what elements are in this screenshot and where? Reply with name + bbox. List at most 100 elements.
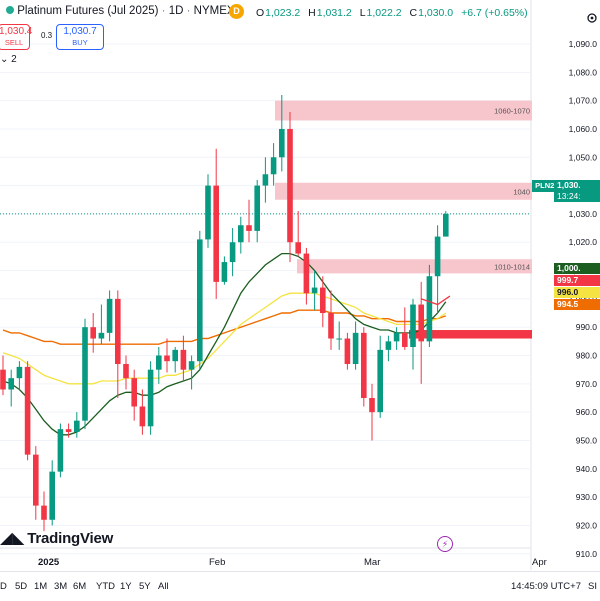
ohlc-key-close: C <box>409 7 418 19</box>
candle-body <box>434 236 441 277</box>
ohlc-change: +6.7 (+0.65%) <box>461 7 528 19</box>
tradingview-mark-icon: ◢◣ <box>0 530 25 547</box>
candle-body <box>82 327 88 421</box>
candle-body <box>418 304 424 342</box>
candle-body <box>246 225 252 231</box>
candle-body <box>147 369 154 427</box>
zone-label: 1060-1070 <box>494 107 530 116</box>
candle-body <box>402 332 408 348</box>
tradingview-logo[interactable]: ◢◣ TradingView <box>0 528 113 548</box>
timeframe-d[interactable]: D <box>0 581 7 592</box>
candle-body <box>213 185 219 282</box>
candle-body <box>328 313 334 339</box>
sell-button[interactable]: 1,030.4 SELL <box>0 24 33 50</box>
price-tick-label: 980.0 <box>576 351 598 361</box>
sell-label: SELL <box>4 38 24 47</box>
buy-price: 1,030.7 <box>63 26 97 37</box>
timeframe-1y[interactable]: 1Y <box>120 581 132 592</box>
candle-body <box>344 338 351 365</box>
candle-body <box>229 242 236 263</box>
price-tick-label: 940.0 <box>576 464 598 474</box>
timeframe-all[interactable]: All <box>158 581 169 592</box>
indicator-count[interactable]: ⌄ 2 <box>0 54 17 65</box>
candle-body <box>16 366 23 379</box>
symbol-header[interactable]: Platinum Futures (Jul 2025) · 1D · NYMEX <box>6 5 235 17</box>
ohlc-open: 1,023.2 <box>265 7 301 19</box>
interval-label[interactable]: 1D <box>168 5 184 17</box>
price-tick-label: 920.0 <box>576 520 598 530</box>
zone-box <box>275 100 532 121</box>
ohlc-values: O1,023.2 H1,031.2 L1,022.2 C1,030.0 +6.7… <box>256 7 528 19</box>
ohlc-low: 1,022.2 <box>366 7 402 19</box>
candle-body <box>139 406 146 427</box>
zone-label: 1010-1014 <box>494 262 530 271</box>
candle-body <box>205 185 211 240</box>
candle-body <box>106 298 113 333</box>
candle-body <box>131 378 137 407</box>
price-tick-label: 1,070.0 <box>569 96 598 106</box>
time-label-feb: Feb <box>209 557 226 568</box>
candle-body <box>262 174 269 186</box>
candle-body <box>115 298 121 365</box>
zone-box <box>275 182 532 200</box>
price-tick-label: 1,020.0 <box>569 237 598 247</box>
timeframe-6m[interactable]: 6M <box>73 581 87 592</box>
candle-body <box>279 128 285 158</box>
candle-body <box>287 128 293 243</box>
candle-body <box>320 287 326 314</box>
symbol-title[interactable]: Platinum Futures (Jul 2025) <box>17 5 159 17</box>
flash-icon[interactable]: ⚡ <box>437 536 453 552</box>
ma-orange-tag: 994.5 <box>554 299 600 310</box>
price-tick-label: 1,090.0 <box>569 39 598 49</box>
candle-body <box>377 349 383 413</box>
candle-body <box>180 349 187 370</box>
price-tick-label: 1,060.0 <box>569 124 598 134</box>
candle-body <box>164 355 170 362</box>
candle-body <box>385 341 392 350</box>
candle-body <box>172 349 178 362</box>
sell-price: 1,030.4 <box>0 26 33 37</box>
ma-green-tag: 1,000. <box>554 263 600 274</box>
candle-body <box>311 287 318 294</box>
candle-body <box>238 225 244 243</box>
candle-body <box>41 505 47 520</box>
candle-body <box>443 213 449 237</box>
timeframe-ytd[interactable]: YTD <box>96 581 115 592</box>
price-tick-label: 1,050.0 <box>569 152 598 162</box>
candle-body <box>369 398 375 413</box>
candle-body <box>123 364 129 379</box>
timeframe-5y[interactable]: 5Y <box>139 581 151 592</box>
candle-body <box>74 420 80 432</box>
timeframe-1m[interactable]: 1M <box>34 581 48 592</box>
settings-icon[interactable] <box>586 12 598 24</box>
ohlc-key-open: O <box>256 7 265 19</box>
candle-body <box>270 157 277 175</box>
zone-box <box>409 330 532 339</box>
candle-body <box>0 369 6 390</box>
candle-body <box>156 355 162 370</box>
price-tick-label: 950.0 <box>576 435 598 445</box>
zone-box <box>297 259 532 274</box>
utc-clock[interactable]: 14:45:09 UTC+7 <box>511 581 581 592</box>
candle-body <box>303 253 310 294</box>
buy-label: BUY <box>72 38 88 47</box>
candle-body <box>393 332 400 342</box>
candle-body <box>49 471 55 520</box>
candle-body <box>8 378 14 390</box>
trend-arrow <box>420 295 451 306</box>
ohlc-close: 1,030.0 <box>418 7 454 19</box>
scale-toggle[interactable]: SI <box>588 581 597 592</box>
candle-body <box>90 327 96 339</box>
candle-body <box>98 332 105 339</box>
price-tick-label: 960.0 <box>576 407 598 417</box>
candle-body <box>352 332 359 365</box>
price-tick-label: 970.0 <box>576 379 598 389</box>
buy-button[interactable]: 1,030.7 BUY <box>56 24 104 50</box>
candle-body <box>295 242 301 254</box>
candle-body <box>188 361 195 370</box>
timeframe-5d[interactable]: 5D <box>15 581 28 592</box>
ohlc-key-high: H <box>308 7 316 19</box>
timeframe-3m[interactable]: 3M <box>54 581 68 592</box>
candle-body <box>254 185 260 231</box>
